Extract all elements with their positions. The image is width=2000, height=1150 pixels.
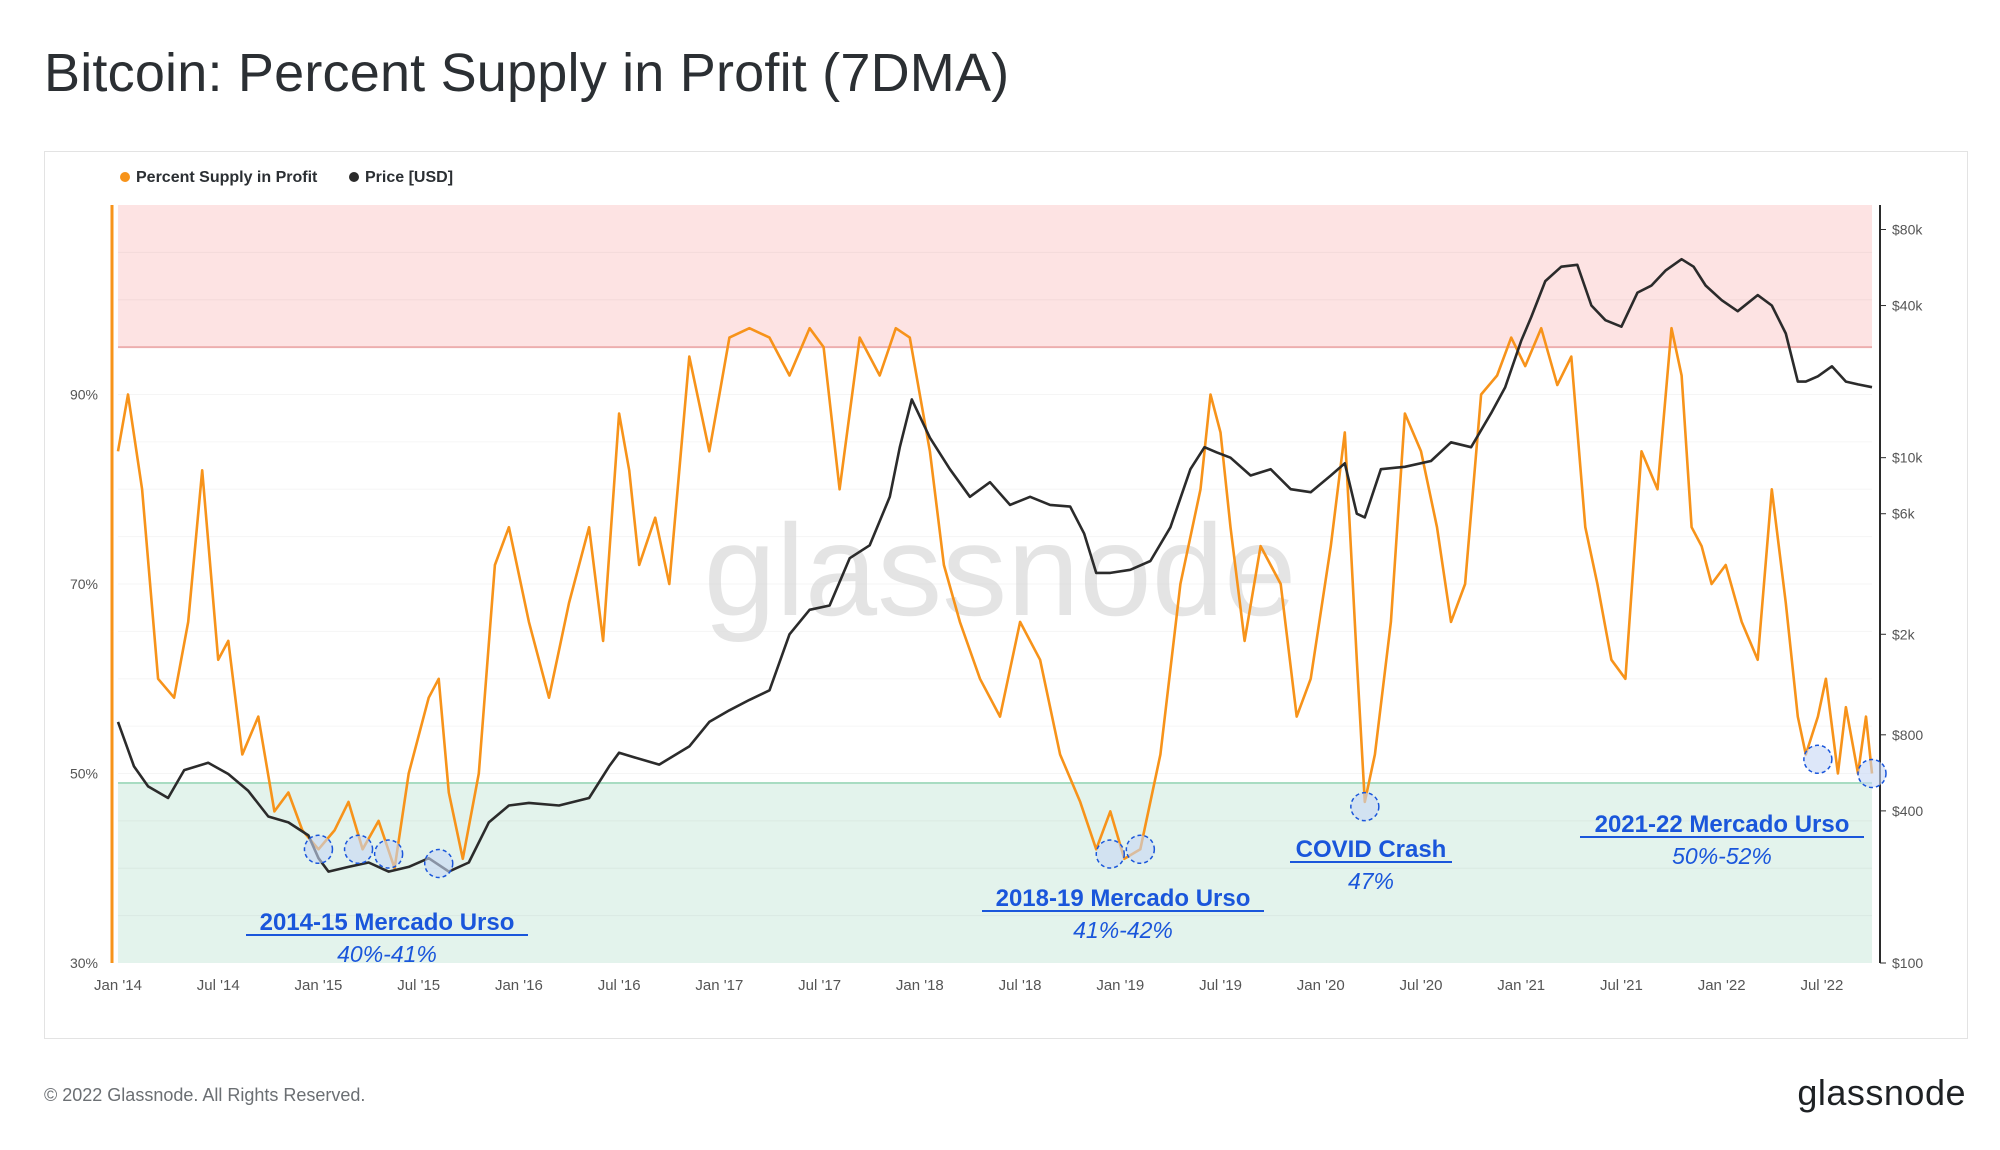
supply-in-profit-line	[116, 326, 1874, 870]
x-tick-label: Jul '21	[1600, 977, 1643, 994]
low-marker	[303, 834, 334, 865]
annotation-subtitle: 40%-41%	[337, 941, 437, 967]
x-tick-label: Jul '18	[999, 977, 1042, 994]
axes: 30% 50% 70% 90% $100 $400 $800 $2k $6k $10k $40k $8…	[70, 205, 1923, 994]
x-tick-label: Jan '21	[1497, 977, 1545, 994]
y-left-tick-label: 50%	[70, 766, 98, 782]
y-right-tick-label: $10k	[1892, 450, 1923, 466]
price-line	[116, 257, 1873, 873]
grid	[118, 251, 1872, 917]
low-marker	[423, 848, 454, 879]
y-left-tick-label: 90%	[70, 387, 98, 403]
annotation-subtitle: 41%-42%	[1073, 917, 1173, 943]
annotation-subtitle: 47%	[1348, 868, 1394, 894]
low-marker	[373, 839, 404, 869]
threshold-bands	[118, 205, 1872, 963]
x-tick-label: Jul '20	[1400, 977, 1443, 994]
x-tick-label: Jan '15	[295, 977, 343, 994]
x-tick-label: Jul '15	[397, 977, 440, 994]
low-marker	[1350, 791, 1380, 822]
low-marker	[1803, 744, 1833, 775]
y-right-tick-label: $100	[1892, 955, 1923, 971]
x-tick-label: Jul '22	[1800, 977, 1843, 994]
y-right-tick-label: $40k	[1892, 298, 1923, 314]
markers	[303, 744, 1887, 879]
annotation-title: 2021-22 Mercado Urso	[1595, 811, 1850, 838]
legend-price-marker	[349, 172, 359, 182]
copyright: © 2022 Glassnode. All Rights Reserved.	[44, 1085, 366, 1105]
low-marker	[343, 834, 374, 865]
x-tick-label: Jan '17	[695, 977, 743, 994]
x-tick-label: Jan '18	[896, 977, 944, 994]
y-left-tick-label: 30%	[70, 955, 98, 971]
y-left-tick-label: 70%	[70, 576, 98, 592]
low-marker	[1125, 834, 1156, 865]
x-tick-label: Jul '16	[598, 977, 641, 994]
annotation-title: 2014-15 Mercado Urso	[260, 909, 515, 936]
brand-logo: glassnode	[1797, 1072, 1966, 1113]
overbought-band	[118, 205, 1872, 348]
x-tick-label: Jan '20	[1297, 977, 1345, 994]
x-tick-label: Jan '19	[1096, 977, 1144, 994]
series	[116, 257, 1874, 873]
x-tick-label: Jul '19	[1199, 977, 1242, 994]
annotation-title: 2018-19 Mercado Urso	[996, 885, 1251, 912]
x-tick-label: Jan '22	[1698, 977, 1746, 994]
x-tick-label: Jul '14	[197, 977, 240, 994]
y-right-tick-label: $80k	[1892, 221, 1923, 237]
annotation-title: COVID Crash	[1296, 836, 1447, 863]
y-right-tick-label: $800	[1892, 727, 1923, 743]
x-tick-label: Jan '16	[495, 977, 543, 994]
legend-supply-marker	[120, 172, 130, 182]
x-tick-label: Jul '17	[798, 977, 841, 994]
x-tick-label: Jan '14	[94, 977, 142, 994]
annotations: 2014-15 Mercado Urso 40%-41% 2018-19 Merca…	[246, 811, 1864, 967]
y-right-tick-label: $6k	[1892, 506, 1916, 522]
low-marker	[1095, 839, 1126, 869]
y-right-tick-label: $2k	[1892, 626, 1916, 642]
watermark: glassnode	[704, 497, 1297, 643]
legend: Percent Supply in Profit Price [USD]	[120, 169, 453, 186]
oversold-band	[118, 782, 1872, 963]
page-title: Bitcoin: Percent Supply in Profit (7DMA)	[44, 43, 1010, 103]
annotation-subtitle: 50%-52%	[1672, 843, 1772, 869]
legend-supply-label: Percent Supply in Profit	[136, 169, 318, 186]
legend-price-label: Price [USD]	[365, 169, 453, 186]
y-right-tick-label: $400	[1892, 803, 1923, 819]
low-marker	[1857, 758, 1887, 789]
